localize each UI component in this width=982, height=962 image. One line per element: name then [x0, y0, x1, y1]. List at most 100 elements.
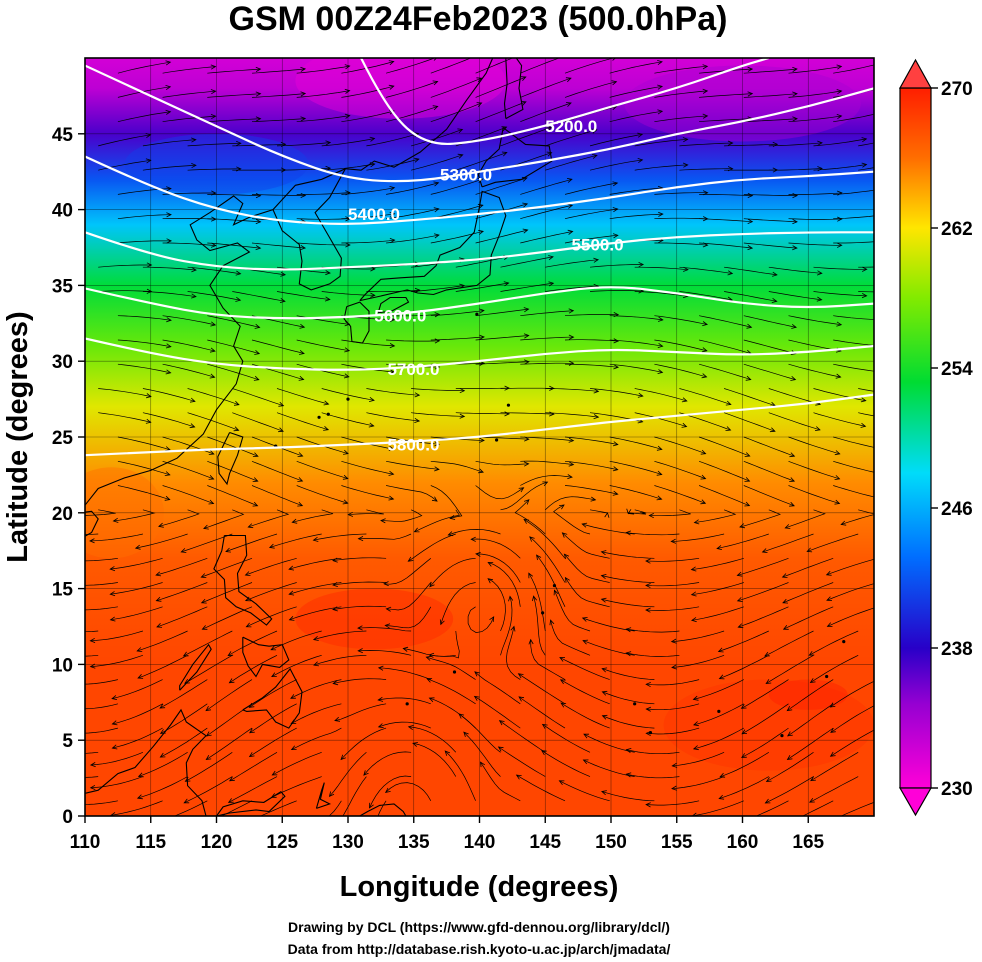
streamline-arrow [725, 400, 732, 406]
streamline [609, 485, 662, 500]
streamline [768, 168, 823, 171]
streamline-arrow [830, 727, 836, 733]
streamline [207, 436, 259, 457]
streamline-arrow [741, 729, 748, 735]
streamline-arrow [208, 499, 215, 505]
streamline-arrow [254, 323, 261, 329]
streamline [475, 101, 527, 123]
streamline-arrow [520, 76, 527, 81]
streamline-arrow [65, 558, 70, 562]
anomaly-patch [663, 679, 874, 771]
streamline [385, 782, 432, 801]
streamline-arrow [323, 400, 330, 406]
streamline-arrow [111, 695, 118, 700]
streamline-arrow [782, 598, 789, 604]
streamline [801, 800, 834, 816]
streamline [429, 557, 476, 587]
streamline-arrow [612, 441, 619, 447]
island [552, 583, 557, 588]
streamline [833, 339, 874, 346]
streamline [156, 557, 208, 576]
streamline-arrow [814, 426, 821, 431]
streamline-arrow [332, 581, 338, 587]
streamline-arrow [209, 373, 216, 379]
streamline [475, 308, 529, 317]
streamline-arrow [457, 128, 464, 134]
streamline [85, 800, 118, 805]
streamline-arrow [565, 102, 572, 107]
streamline [474, 671, 521, 705]
streamline [377, 800, 387, 816]
streamline [276, 167, 331, 171]
streamline-arrow [357, 625, 363, 631]
streamline-arrow [434, 466, 440, 472]
streamline-arrow [792, 66, 798, 72]
streamline-arrow [600, 550, 607, 556]
streamline-arrow [146, 262, 153, 268]
streamline-arrow [65, 607, 70, 611]
streamline [858, 167, 874, 171]
streamline-arrow [413, 527, 420, 533]
streamline-arrow [357, 536, 364, 542]
streamline [583, 733, 635, 753]
x-tick-label: 155 [661, 832, 693, 853]
streamline [609, 110, 663, 123]
streamline [739, 509, 781, 528]
coast-palawan [179, 643, 212, 691]
streamline-arrow [268, 543, 275, 549]
streamline-arrow [625, 530, 632, 536]
streamline-arrow [478, 229, 484, 235]
streamline-arrow [165, 60, 172, 66]
streamline [830, 681, 874, 708]
streamline [541, 750, 591, 777]
streamline [768, 291, 822, 301]
streamline-arrow [702, 64, 709, 70]
streamline-arrow [278, 427, 284, 433]
streamline [289, 582, 342, 595]
colorbar-tick-label: 270 [941, 79, 973, 100]
streamline-arrow [716, 545, 722, 550]
streamline [296, 339, 350, 352]
streamline [560, 702, 610, 729]
streamline [743, 363, 796, 380]
streamline [251, 93, 306, 98]
streamline [564, 553, 610, 583]
streamline [85, 751, 99, 754]
coast-korea [272, 168, 346, 291]
coast-east-asia [85, 58, 494, 506]
streamline [85, 776, 99, 778]
y-tick-label: 35 [52, 276, 74, 297]
streamline [520, 310, 574, 317]
streamline [545, 388, 599, 392]
streamline [206, 727, 253, 760]
streamline-arrow [166, 212, 172, 218]
streamline [765, 776, 814, 804]
streamline [85, 630, 99, 633]
streamline-arrow [744, 477, 751, 482]
streamline-arrow [334, 716, 341, 722]
streamline [296, 90, 350, 98]
streamline-arrow [255, 193, 262, 199]
streamline [768, 266, 822, 274]
streamline [634, 266, 688, 271]
streamline-arrow [166, 317, 172, 323]
streamline-arrow [407, 556, 414, 562]
streamline [500, 596, 513, 656]
figure-title: GSM 00Z24Feb2023 (500.0hPa) [229, 0, 728, 38]
streamline [768, 142, 823, 147]
streamline [646, 800, 700, 806]
island [317, 415, 321, 419]
streamline-arrow [725, 426, 732, 431]
streamline [342, 776, 367, 816]
streamline [858, 266, 874, 268]
streamline [564, 182, 618, 195]
streamline [609, 315, 663, 321]
streamline-arrow [89, 784, 96, 790]
streamline [741, 727, 789, 758]
streamline [296, 460, 348, 479]
streamline [321, 412, 374, 427]
streamline [743, 118, 798, 123]
streamline [833, 189, 874, 195]
streamline [117, 61, 171, 74]
streamline-arrow [657, 84, 664, 90]
